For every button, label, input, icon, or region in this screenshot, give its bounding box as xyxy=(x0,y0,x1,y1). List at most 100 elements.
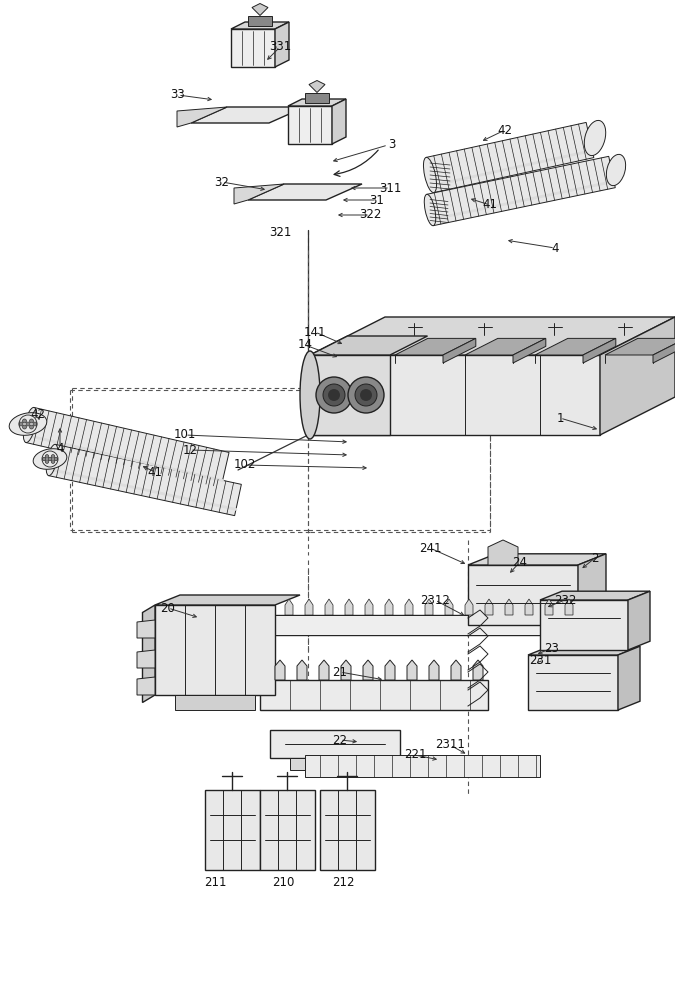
Polygon shape xyxy=(425,599,433,615)
Polygon shape xyxy=(427,156,616,226)
Polygon shape xyxy=(653,338,675,363)
Circle shape xyxy=(348,377,384,413)
Polygon shape xyxy=(260,790,315,870)
Polygon shape xyxy=(155,605,275,695)
Polygon shape xyxy=(565,599,573,615)
Polygon shape xyxy=(451,660,461,680)
Polygon shape xyxy=(426,122,594,193)
Polygon shape xyxy=(248,15,272,25)
Text: 210: 210 xyxy=(272,876,294,888)
Text: 221: 221 xyxy=(404,748,426,762)
Polygon shape xyxy=(285,599,293,615)
Polygon shape xyxy=(320,790,375,870)
Text: 1: 1 xyxy=(556,412,564,424)
Polygon shape xyxy=(49,444,242,516)
Text: 2: 2 xyxy=(591,552,599,564)
Text: 41: 41 xyxy=(148,466,163,479)
Polygon shape xyxy=(465,338,546,355)
Text: 322: 322 xyxy=(359,209,381,222)
Polygon shape xyxy=(177,107,227,127)
Circle shape xyxy=(355,384,377,406)
Polygon shape xyxy=(275,660,285,680)
Polygon shape xyxy=(155,595,300,605)
Circle shape xyxy=(48,457,52,461)
Polygon shape xyxy=(205,790,260,870)
Polygon shape xyxy=(395,338,476,355)
Polygon shape xyxy=(465,599,473,615)
Circle shape xyxy=(33,422,37,426)
Circle shape xyxy=(45,455,49,458)
Circle shape xyxy=(51,455,55,458)
Text: 42: 42 xyxy=(30,408,45,422)
Polygon shape xyxy=(345,599,353,615)
Polygon shape xyxy=(332,99,346,144)
Text: 3: 3 xyxy=(388,138,396,151)
Circle shape xyxy=(26,422,30,426)
Polygon shape xyxy=(310,355,600,435)
Polygon shape xyxy=(363,660,373,680)
Circle shape xyxy=(43,457,46,461)
Text: 4: 4 xyxy=(56,442,63,454)
Polygon shape xyxy=(628,591,650,650)
Text: 321: 321 xyxy=(269,227,291,239)
Text: 33: 33 xyxy=(171,89,186,102)
Text: 102: 102 xyxy=(234,458,256,472)
Text: 231: 231 xyxy=(529,654,551,666)
Circle shape xyxy=(323,384,345,406)
Polygon shape xyxy=(290,758,380,770)
Polygon shape xyxy=(578,554,606,625)
Text: 24: 24 xyxy=(512,556,527,568)
Polygon shape xyxy=(305,755,540,777)
Polygon shape xyxy=(545,599,553,615)
Polygon shape xyxy=(310,355,390,435)
Ellipse shape xyxy=(46,444,58,476)
Polygon shape xyxy=(297,660,307,680)
Polygon shape xyxy=(618,646,640,710)
Polygon shape xyxy=(310,317,675,355)
Text: 14: 14 xyxy=(298,338,313,352)
Polygon shape xyxy=(505,599,513,615)
Circle shape xyxy=(360,389,372,401)
Text: 211: 211 xyxy=(204,876,226,888)
Polygon shape xyxy=(231,22,289,29)
Polygon shape xyxy=(485,599,493,615)
Text: 101: 101 xyxy=(174,428,196,442)
Polygon shape xyxy=(385,660,395,680)
Ellipse shape xyxy=(425,194,436,226)
Polygon shape xyxy=(325,599,333,615)
Polygon shape xyxy=(309,81,325,93)
Text: 2312: 2312 xyxy=(420,593,450,606)
Polygon shape xyxy=(528,646,640,655)
Ellipse shape xyxy=(585,120,605,156)
Ellipse shape xyxy=(423,157,437,193)
Circle shape xyxy=(19,422,23,426)
Circle shape xyxy=(45,460,49,463)
Text: 31: 31 xyxy=(370,194,385,207)
Ellipse shape xyxy=(9,413,47,435)
Text: 32: 32 xyxy=(215,176,230,188)
Text: 331: 331 xyxy=(269,40,291,53)
Polygon shape xyxy=(540,600,628,650)
Polygon shape xyxy=(443,338,476,363)
Polygon shape xyxy=(305,599,313,615)
Polygon shape xyxy=(310,336,427,355)
Polygon shape xyxy=(231,29,275,67)
Text: 22: 22 xyxy=(333,734,348,746)
Polygon shape xyxy=(319,660,329,680)
Polygon shape xyxy=(260,680,488,710)
Polygon shape xyxy=(248,184,362,200)
Text: 241: 241 xyxy=(418,542,441,554)
Text: 311: 311 xyxy=(379,182,401,194)
Ellipse shape xyxy=(24,407,36,443)
Polygon shape xyxy=(191,107,305,123)
Text: 20: 20 xyxy=(161,601,176,614)
Polygon shape xyxy=(341,660,351,680)
Circle shape xyxy=(30,419,34,423)
Ellipse shape xyxy=(606,154,626,186)
Ellipse shape xyxy=(300,351,320,439)
Polygon shape xyxy=(137,650,155,668)
Polygon shape xyxy=(535,338,616,355)
Polygon shape xyxy=(605,338,675,355)
Circle shape xyxy=(22,425,26,429)
Polygon shape xyxy=(305,93,329,103)
